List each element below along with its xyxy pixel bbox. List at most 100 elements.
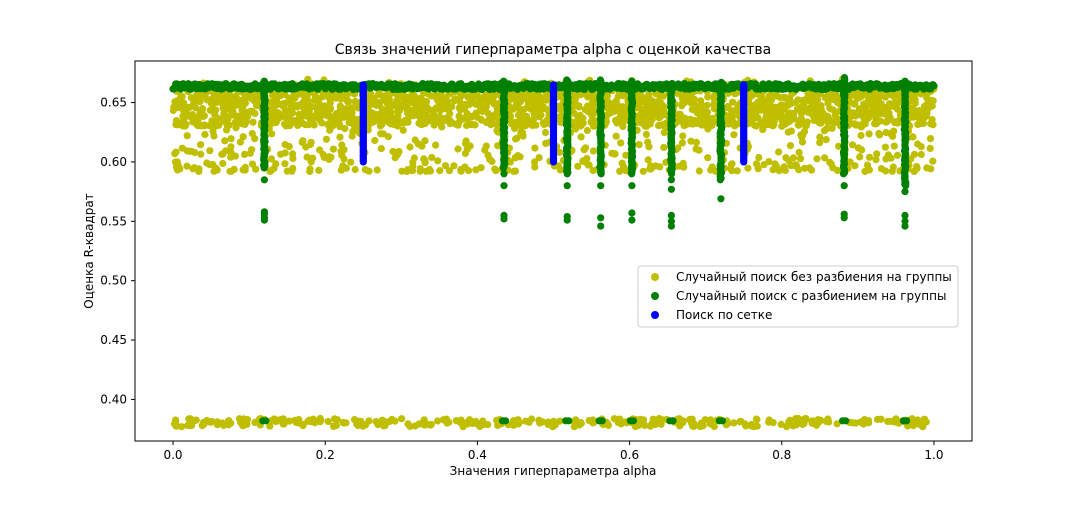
point-random-search (730, 419, 738, 427)
point-random-search (891, 418, 899, 426)
point-random-search (678, 100, 686, 108)
point-random-search (315, 166, 323, 174)
point-random-search (421, 421, 429, 429)
point-grouped-search (668, 80, 676, 88)
point-random-search (784, 128, 792, 136)
point-random-search (226, 167, 234, 175)
point-random-search (789, 154, 798, 162)
point-random-search (482, 118, 491, 127)
point-random-search (926, 135, 935, 143)
point-random-search (183, 147, 191, 155)
point-random-search (386, 103, 394, 111)
point-random-search (635, 141, 643, 149)
legend-label-grouped: Случайный поиск с разбиением на группы (676, 289, 946, 303)
point-random-search (877, 165, 886, 173)
point-random-search (889, 163, 897, 171)
point-random-search (348, 114, 357, 122)
point-random-search (570, 109, 578, 117)
point-grouped-search (629, 417, 638, 425)
point-random-search (577, 91, 585, 99)
point-random-search (856, 418, 865, 426)
point-random-search (190, 164, 198, 172)
legend-label-random: Случайный поиск без разбиения на группы (676, 270, 952, 284)
point-random-search (484, 92, 492, 100)
point-random-search (610, 150, 619, 158)
point-random-search (233, 117, 241, 125)
point-random-search (293, 103, 301, 111)
point-grouped-search (596, 76, 605, 84)
point-random-search (570, 417, 578, 425)
point-random-search (822, 125, 831, 133)
point-random-search (750, 423, 758, 431)
point-random-search (857, 131, 865, 140)
legend-label-grid: Поиск по сетке (676, 308, 772, 322)
point-random-search (442, 102, 450, 110)
point-random-search (289, 164, 297, 172)
point-random-search (693, 109, 701, 117)
point-random-search (239, 133, 247, 141)
y-tick-label: 0.55 (100, 214, 127, 228)
point-random-search (794, 96, 802, 104)
point-random-search (462, 137, 470, 145)
point-random-search (646, 106, 654, 114)
point-random-search (434, 157, 442, 165)
point-random-search (723, 118, 732, 126)
point-random-search (246, 149, 254, 157)
point-random-search (478, 107, 486, 116)
point-random-search (277, 150, 285, 158)
point-random-search (223, 126, 231, 134)
point-random-search (868, 101, 876, 109)
y-tick-label: 0.50 (100, 274, 127, 288)
point-random-search (227, 143, 235, 151)
point-random-search (680, 120, 688, 128)
point-random-search (295, 419, 303, 427)
point-grouped-search (903, 417, 911, 425)
point-random-search (767, 96, 776, 104)
point-random-search (894, 119, 902, 127)
point-random-search (361, 166, 369, 174)
point-random-search (413, 105, 421, 113)
point-random-search (583, 102, 592, 110)
point-random-search (588, 112, 596, 120)
point-random-search (300, 112, 308, 120)
point-random-search (236, 138, 244, 146)
x-tick-label: 0.2 (316, 448, 335, 462)
point-random-search (927, 165, 935, 173)
point-random-search (528, 415, 536, 423)
point-random-search (534, 112, 542, 120)
point-random-search (513, 134, 521, 142)
point-grouped-search (500, 211, 508, 219)
point-random-search (406, 143, 414, 151)
point-random-search (544, 106, 552, 114)
y-axis-label: Оценка R-квадрат (82, 193, 96, 308)
point-random-search (760, 161, 768, 169)
point-grouped-search (260, 208, 268, 216)
point-random-search (477, 164, 485, 172)
point-random-search (448, 103, 456, 111)
point-random-search (404, 118, 412, 126)
x-tick-label: 0.6 (620, 448, 639, 462)
point-grouped-search (717, 195, 725, 203)
point-random-search (235, 415, 244, 423)
point-random-search (226, 98, 234, 106)
point-random-search (797, 115, 805, 123)
x-axis-label: Значения гиперпараметра alpha (450, 464, 657, 478)
point-random-search (555, 105, 563, 113)
point-random-search (511, 167, 520, 175)
point-random-search (753, 416, 761, 424)
point-grouped-search (667, 222, 676, 230)
point-random-search (637, 99, 645, 107)
point-random-search (340, 146, 348, 154)
point-grid-search (549, 81, 558, 89)
point-random-search (181, 113, 189, 121)
point-random-search (574, 162, 582, 170)
point-random-search (517, 112, 525, 120)
point-random-search (703, 114, 712, 122)
point-random-search (703, 108, 712, 116)
legend-marker-grid (651, 311, 659, 319)
point-random-search (457, 167, 465, 175)
point-random-search (816, 139, 824, 147)
point-random-search (880, 103, 888, 111)
point-random-search (241, 163, 249, 171)
point-random-search (455, 104, 463, 112)
